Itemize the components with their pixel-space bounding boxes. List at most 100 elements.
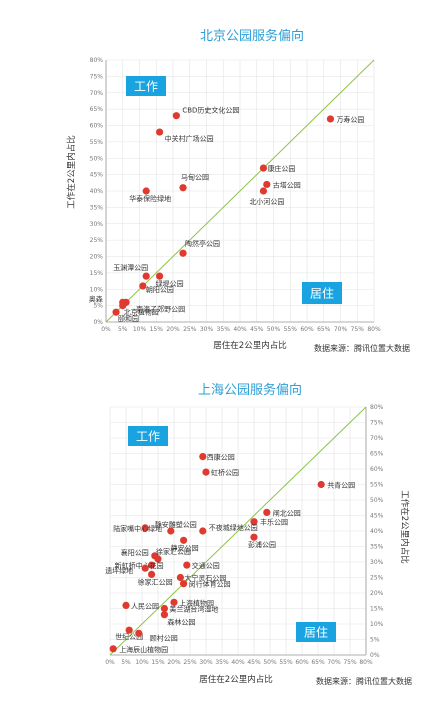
x-axis-label: 居住在2公里内占比	[199, 674, 272, 685]
x-tick-label: 75%	[351, 326, 365, 333]
data-point	[176, 573, 184, 582]
y-tick-label: 40%	[370, 528, 384, 535]
x-tick-label: 20%	[166, 326, 180, 333]
residence-badge-label: 居住	[304, 626, 328, 640]
work-badge	[128, 426, 168, 446]
x-tick-label: 60%	[300, 326, 314, 333]
data-point	[142, 272, 150, 280]
y-tick-label: 35%	[90, 204, 104, 211]
data-point	[199, 527, 207, 535]
data-point-label: 遗坪绿地	[105, 566, 133, 575]
x-tick-label: 40%	[233, 326, 247, 333]
data-point	[148, 570, 156, 579]
x-tick-label: 15%	[151, 659, 165, 666]
data-point-label: 襄阳公园	[121, 548, 149, 557]
residence-badge	[302, 282, 342, 304]
y-tick-label: 40%	[90, 188, 104, 195]
work-badge-label: 工作	[136, 430, 160, 444]
x-tick-label: 55%	[279, 659, 293, 666]
y-tick-label: 30%	[90, 221, 104, 228]
data-point-label: 静安雕塑公园	[155, 520, 197, 529]
data-point	[180, 536, 188, 544]
data-point-label: 中关村广场公园	[165, 134, 214, 143]
data-point	[125, 626, 133, 634]
y-tick-label: 55%	[90, 139, 104, 146]
y-tick-label: 35%	[370, 544, 384, 551]
data-point-label: 虹桥公园	[211, 468, 239, 477]
x-tick-label: 80%	[367, 326, 381, 333]
data-point-label: 彭浦公园	[248, 540, 276, 549]
y-tick-label: 20%	[90, 254, 104, 261]
y-tick-label: 20%	[370, 590, 384, 597]
x-tick-label: 10%	[133, 326, 147, 333]
data-point	[148, 561, 156, 569]
x-tick-label: 0%	[101, 326, 111, 333]
residence-badge	[296, 622, 336, 642]
data-point-label: 康庄公园	[267, 164, 295, 173]
x-tick-label: 20%	[167, 659, 181, 666]
data-point-label: 玉渊潭公园	[113, 263, 148, 272]
data-point-label: 世纪公园	[115, 632, 143, 641]
data-point	[317, 480, 325, 489]
x-tick-label: 30%	[200, 326, 214, 333]
data-point	[141, 524, 149, 532]
data-point-label: 南海子郊野公园	[136, 304, 185, 313]
y-tick-label: 65%	[90, 106, 104, 113]
x-tick-label: 25%	[183, 659, 197, 666]
data-point-label: 马甸公园	[181, 173, 209, 182]
data-point	[172, 112, 180, 120]
work-badge	[126, 76, 166, 96]
y-tick-label: 5%	[370, 637, 380, 644]
data-point-label: 共青公园	[327, 481, 355, 490]
residence-badge-label: 居住	[310, 287, 334, 301]
data-point	[142, 187, 150, 195]
data-point-label: 丰乐公园	[260, 518, 288, 527]
data-point-label: 陆家嘴中心绿地	[113, 524, 162, 533]
y-tick-label: 60%	[90, 123, 104, 130]
data-point	[326, 115, 335, 123]
data-point-label: 北京植物园	[124, 308, 159, 317]
x-tick-label: 15%	[150, 326, 164, 333]
data-point	[119, 302, 127, 310]
y-tick-label: 25%	[90, 237, 104, 244]
y-tick-label: 60%	[370, 466, 384, 473]
data-point	[141, 564, 149, 572]
data-point-label: 徐家汇公园	[156, 547, 191, 556]
data-point-label: CBD历史文化公园	[182, 106, 239, 115]
data-point-label: 绿堤公园	[156, 279, 184, 288]
data-point	[179, 184, 187, 192]
data-point	[180, 580, 188, 588]
y-tick-label: 45%	[370, 513, 384, 520]
data-point	[199, 453, 207, 461]
data-point-label: 华泰保险绿地	[129, 194, 171, 203]
data-point-label: 静安公园	[171, 543, 199, 552]
x-tick-label: 80%	[359, 659, 373, 666]
data-point	[135, 629, 143, 637]
data-point	[109, 645, 117, 653]
y-axis-label: 工作在2公里内占比	[399, 490, 410, 563]
y-tick-label: 25%	[370, 575, 384, 582]
y-tick-label: 10%	[90, 286, 104, 293]
data-source-note: 数据来源：腾讯位置大数据	[316, 676, 412, 686]
x-tick-label: 45%	[250, 326, 264, 333]
x-tick-label: 35%	[217, 326, 231, 333]
y-tick-label: 0%	[93, 319, 103, 326]
data-point-label: 徐家汇公园	[138, 577, 173, 586]
data-point	[263, 180, 271, 189]
data-point-label: 闵行体育公园	[189, 580, 231, 589]
y-tick-label: 50%	[90, 155, 104, 162]
x-tick-label: 50%	[267, 326, 281, 333]
work-badge-label: 工作	[134, 80, 158, 94]
data-point-label: 西康公园	[207, 453, 235, 462]
x-tick-label: 50%	[263, 659, 277, 666]
x-tick-label: 35%	[215, 659, 229, 666]
data-point-label: 朝阳公园	[146, 285, 174, 294]
data-point	[154, 555, 162, 563]
x-tick-label: 70%	[327, 659, 341, 666]
y-tick-label: 75%	[90, 73, 104, 80]
y-tick-label: 0%	[370, 652, 380, 659]
data-point	[139, 282, 147, 290]
y-tick-label: 75%	[370, 420, 384, 427]
data-point-label: 上海植物园	[179, 598, 214, 607]
